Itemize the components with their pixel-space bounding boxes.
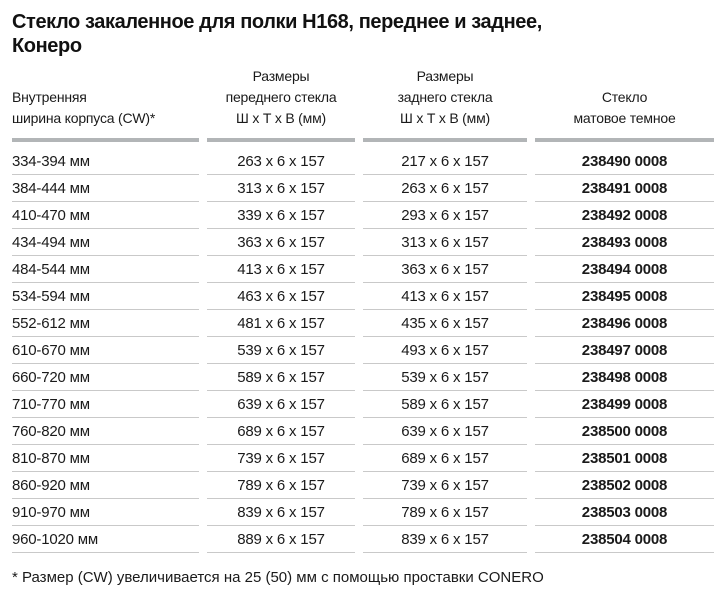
cell-article-number: 238492 0008 [535, 202, 714, 229]
cell-front-glass-size: 463 x 6 x 157 [207, 283, 355, 310]
cell-back-glass-size: 413 x 6 x 157 [363, 283, 527, 310]
table-row: 534-594 мм 463 x 6 x 157 413 x 6 x 157 2… [12, 283, 718, 310]
table-row: 810-870 мм 739 x 6 x 157 689 x 6 x 157 2… [12, 445, 718, 472]
cell-front-glass-size: 539 x 6 x 157 [207, 337, 355, 364]
cell-back-glass-size: 435 x 6 x 157 [363, 310, 527, 337]
cell-front-glass-size: 363 x 6 x 157 [207, 229, 355, 256]
cell-article-number: 238497 0008 [535, 337, 714, 364]
table-row: 860-920 мм 789 x 6 x 157 739 x 6 x 157 2… [12, 472, 718, 499]
cell-front-glass-size: 313 x 6 x 157 [207, 175, 355, 202]
cell-article-number: 238498 0008 [535, 364, 714, 391]
cell-article-number: 238502 0008 [535, 472, 714, 499]
cell-back-glass-size: 263 x 6 x 157 [363, 175, 527, 202]
table-row: 484-544 мм 413 x 6 x 157 363 x 6 x 157 2… [12, 256, 718, 283]
column-header-cw: Внутренняя ширина корпуса (CW)* [12, 89, 156, 126]
cell-back-glass-size: 589 x 6 x 157 [363, 391, 527, 418]
cell-article-number: 238500 0008 [535, 418, 714, 445]
cell-cw-range: 384-444 мм [12, 175, 199, 202]
cell-front-glass-size: 789 x 6 x 157 [207, 472, 355, 499]
cell-cw-range: 960-1020 мм [12, 526, 199, 553]
cell-front-glass-size: 889 x 6 x 157 [207, 526, 355, 553]
cell-back-glass-size: 639 x 6 x 157 [363, 418, 527, 445]
cell-cw-range: 552-612 мм [12, 310, 199, 337]
page-title-line1: Стекло закаленное для полки H168, передн… [12, 11, 542, 33]
cell-cw-range: 434-494 мм [12, 229, 199, 256]
cell-article-number: 238495 0008 [535, 283, 714, 310]
cell-cw-range: 810-870 мм [12, 445, 199, 472]
column-header-back-glass: Размеры заднего стекла Ш х Т х В (мм) [397, 68, 493, 126]
cell-article-number: 238491 0008 [535, 175, 714, 202]
cell-cw-range: 710-770 мм [12, 391, 199, 418]
cell-cw-range: 610-670 мм [12, 337, 199, 364]
cell-article-number: 238490 0008 [535, 142, 714, 175]
header-bar-segment [207, 138, 355, 142]
page-title-line2: Конеро [12, 35, 82, 57]
cell-article-number: 238499 0008 [535, 391, 714, 418]
column-header-article: Стекло матовое темное [573, 89, 676, 126]
header-bar-segment [535, 138, 714, 142]
table-row: 610-670 мм 539 x 6 x 157 493 x 6 x 157 2… [12, 337, 718, 364]
cell-front-glass-size: 589 x 6 x 157 [207, 364, 355, 391]
cell-back-glass-size: 293 x 6 x 157 [363, 202, 527, 229]
cell-cw-range: 484-544 мм [12, 256, 199, 283]
cell-cw-range: 660-720 мм [12, 364, 199, 391]
cell-back-glass-size: 839 x 6 x 157 [363, 526, 527, 553]
page-title: Стекло закаленное для полки H168, передн… [12, 10, 718, 58]
table-header: Внутренняя ширина корпуса (CW)* Размеры … [12, 66, 718, 129]
cell-front-glass-size: 739 x 6 x 157 [207, 445, 355, 472]
cell-front-glass-size: 839 x 6 x 157 [207, 499, 355, 526]
table-row: 334-394 мм 263 x 6 x 157 217 x 6 x 157 2… [12, 142, 718, 175]
cell-cw-range: 334-394 мм [12, 142, 199, 175]
cell-cw-range: 760-820 мм [12, 418, 199, 445]
cell-back-glass-size: 363 x 6 x 157 [363, 256, 527, 283]
cell-back-glass-size: 217 x 6 x 157 [363, 142, 527, 175]
cell-article-number: 238496 0008 [535, 310, 714, 337]
header-bar-segment [363, 138, 527, 142]
cell-back-glass-size: 689 x 6 x 157 [363, 445, 527, 472]
table-row: 384-444 мм 313 x 6 x 157 263 x 6 x 157 2… [12, 175, 718, 202]
table-row: 760-820 мм 689 x 6 x 157 639 x 6 x 157 2… [12, 418, 718, 445]
table-row: 410-470 мм 339 x 6 x 157 293 x 6 x 157 2… [12, 202, 718, 229]
cell-front-glass-size: 639 x 6 x 157 [207, 391, 355, 418]
cell-front-glass-size: 263 x 6 x 157 [207, 142, 355, 175]
header-bar-segment [12, 138, 199, 142]
table-row: 434-494 мм 363 x 6 x 157 313 x 6 x 157 2… [12, 229, 718, 256]
cell-article-number: 238494 0008 [535, 256, 714, 283]
table-body: 334-394 мм 263 x 6 x 157 217 x 6 x 157 2… [12, 142, 718, 553]
cell-back-glass-size: 539 x 6 x 157 [363, 364, 527, 391]
table-row: 660-720 мм 589 x 6 x 157 539 x 6 x 157 2… [12, 364, 718, 391]
table-row: 960-1020 мм 889 x 6 x 157 839 x 6 x 157 … [12, 526, 718, 553]
cell-front-glass-size: 413 x 6 x 157 [207, 256, 355, 283]
cell-cw-range: 860-920 мм [12, 472, 199, 499]
cell-back-glass-size: 789 x 6 x 157 [363, 499, 527, 526]
header-divider-bar [12, 138, 718, 142]
cell-back-glass-size: 739 x 6 x 157 [363, 472, 527, 499]
cell-article-number: 238504 0008 [535, 526, 714, 553]
table-row: 552-612 мм 481 x 6 x 157 435 x 6 x 157 2… [12, 310, 718, 337]
cell-article-number: 238493 0008 [535, 229, 714, 256]
cell-cw-range: 534-594 мм [12, 283, 199, 310]
cell-front-glass-size: 689 x 6 x 157 [207, 418, 355, 445]
cell-front-glass-size: 339 x 6 x 157 [207, 202, 355, 229]
table-row: 710-770 мм 639 x 6 x 157 589 x 6 x 157 2… [12, 391, 718, 418]
cell-back-glass-size: 313 x 6 x 157 [363, 229, 527, 256]
column-header-front-glass: Размеры переднего стекла Ш х Т х В (мм) [225, 68, 337, 126]
cell-cw-range: 910-970 мм [12, 499, 199, 526]
cell-article-number: 238501 0008 [535, 445, 714, 472]
table-row: 910-970 мм 839 x 6 x 157 789 x 6 x 157 2… [12, 499, 718, 526]
cell-cw-range: 410-470 мм [12, 202, 199, 229]
cell-article-number: 238503 0008 [535, 499, 714, 526]
footnote: * Размер (CW) увеличивается на 25 (50) м… [12, 569, 544, 586]
glass-size-table: Внутренняя ширина корпуса (CW)* Размеры … [12, 66, 718, 553]
cell-front-glass-size: 481 x 6 x 157 [207, 310, 355, 337]
cell-back-glass-size: 493 x 6 x 157 [363, 337, 527, 364]
